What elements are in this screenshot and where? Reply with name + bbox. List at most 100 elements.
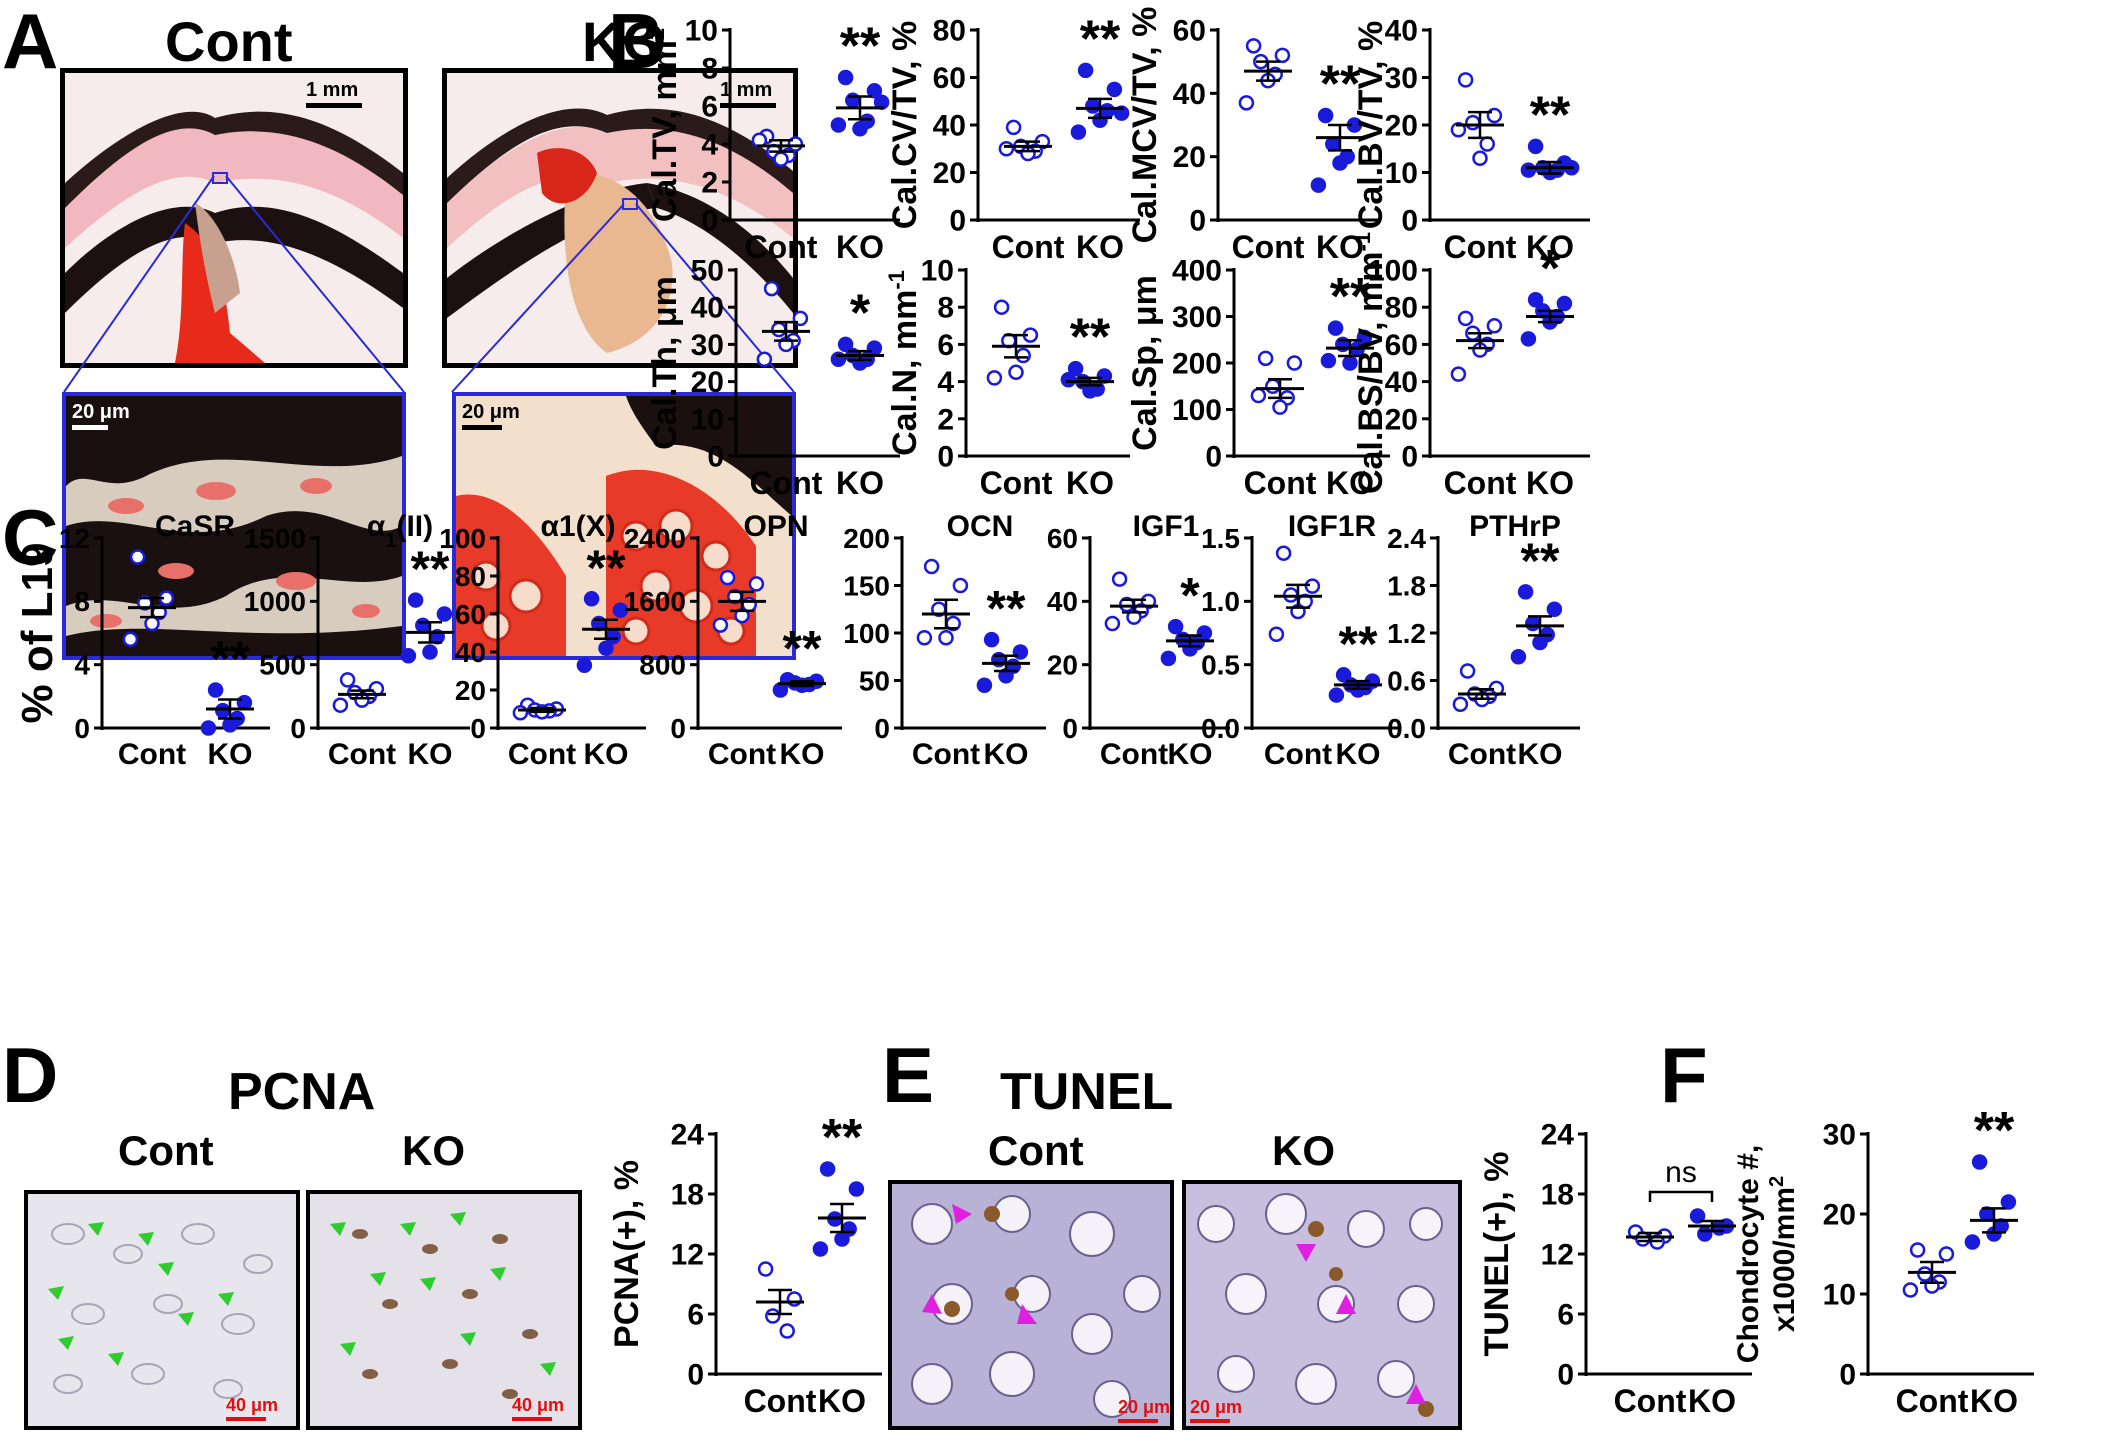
tunel-cont-scale-bar — [1118, 1419, 1158, 1423]
ko-data-point — [1527, 292, 1544, 308]
y-tick-label: 18 — [1541, 1179, 1574, 1212]
cont-data-point — [1486, 318, 1503, 334]
tunel-ko-illustration — [1186, 1184, 1458, 1426]
x-tick-label: KO — [208, 738, 253, 771]
y-tick-label: 1.0 — [1201, 586, 1240, 617]
y-axis-label: PCNA(+), % — [608, 1160, 646, 1348]
x-tick-label: KO — [1066, 465, 1114, 501]
x-tick-label: KO — [584, 738, 629, 771]
x-tick-label: Cont — [1448, 738, 1516, 771]
cont-data-point — [1459, 663, 1476, 679]
y-tick-label: 4 — [74, 649, 90, 680]
cont-zoom-illustration — [66, 396, 402, 656]
cont-data-point — [1465, 114, 1481, 131]
cont-data-point — [1104, 615, 1121, 632]
panel-label-e: E — [882, 1031, 935, 1119]
cont-data-point — [757, 1261, 774, 1277]
cont-overview-scalebar: 1 mm — [306, 80, 362, 108]
tunel-ko-scale-bar — [1190, 1419, 1230, 1423]
pcna-ko-scale-bar — [512, 1417, 552, 1421]
x-tick-label: KO — [1326, 465, 1374, 501]
y-axis-label: Cal.TV, mm2 — [644, 28, 685, 222]
ko-data-point — [400, 648, 417, 664]
ko-data-point — [1711, 1220, 1727, 1236]
cont-data-point — [779, 1323, 795, 1339]
cal-sp-chart: 0 100 200 300 400 Cont KO Cal.Sp, μm ** — [1126, 255, 1390, 501]
cont-data-point — [993, 299, 1010, 315]
panel-label-c: C — [2, 493, 59, 581]
significance-label: ** — [211, 631, 250, 687]
cont-data-point — [719, 569, 736, 586]
y-tick-label: 60 — [933, 62, 966, 95]
chart-title: α1(X) — [540, 510, 615, 543]
panel-e-ko-label: KO — [1272, 1127, 1335, 1174]
y-tick-label: 0.6 — [1387, 665, 1426, 696]
tunel-ko-scale-text: 20 μm — [1190, 1397, 1243, 1417]
y-tick-label: 1000 — [244, 586, 306, 617]
y-tick-label: 20 — [1047, 649, 1078, 680]
y-tick-label: 100 — [439, 523, 486, 554]
cont-zoom-scale-bar — [72, 425, 108, 430]
y-tick-label: 30 — [1385, 62, 1418, 95]
x-tick-label: KO — [818, 1383, 866, 1419]
y-tick-label: 60 — [1047, 523, 1078, 554]
ko-data-point — [1556, 295, 1573, 312]
significance-label: * — [1540, 240, 1561, 298]
ko-data-point — [1320, 352, 1337, 369]
ko-data-point — [1964, 1234, 1981, 1250]
ko-data-point — [848, 1181, 865, 1197]
cont-data-point — [1938, 1246, 1955, 1262]
ko-data-point — [1067, 360, 1084, 377]
ko-data-point — [812, 1241, 829, 1257]
y-tick-label: 100 — [1368, 255, 1418, 288]
y-tick-label: 80 — [455, 561, 486, 592]
panel-label-a: A — [2, 0, 59, 85]
chart-title: OCN — [947, 510, 1014, 543]
cont-data-point — [122, 631, 139, 648]
x-tick-label: Cont — [328, 738, 396, 771]
y-tick-label: 10 — [1385, 157, 1418, 190]
ko-data-point — [1106, 81, 1123, 98]
ko-data-point — [576, 657, 593, 674]
ko-data-point — [837, 69, 854, 86]
ko-data-point — [407, 592, 424, 608]
cont-data-point — [1902, 1282, 1919, 1298]
alpha1-x-chart: 0 20 40 60 80 100 Cont KO α1(X)** — [439, 510, 646, 771]
y-tick-label: 500 — [259, 649, 306, 680]
x-tick-label: Cont — [1264, 738, 1332, 771]
x-tick-label: KO — [780, 738, 825, 771]
y-tick-label: 18 — [671, 1179, 704, 1212]
ko-data-point — [852, 121, 868, 137]
cont-data-point — [1257, 350, 1274, 367]
y-tick-label: 0 — [290, 713, 306, 744]
y-tick-label: 100 — [843, 618, 890, 649]
cont-zoom-histology-image — [62, 392, 406, 660]
ko-data-point — [1327, 320, 1344, 336]
y-tick-label: 40 — [933, 110, 966, 143]
y-tick-label: 20 — [455, 675, 486, 706]
ko-zoom-scalebar: 20 μm — [462, 402, 520, 430]
x-tick-label: Cont — [1100, 738, 1168, 771]
ko-data-point — [837, 336, 854, 353]
pcna-cont-scale-bar — [226, 1417, 266, 1421]
pcna-ko-illustration — [310, 1194, 578, 1426]
x-tick-label: Cont — [1232, 229, 1305, 265]
x-tick-label: Cont — [750, 465, 823, 501]
y-tick-label: 0 — [1839, 1359, 1856, 1392]
y-tick-label: 400 — [1172, 255, 1222, 288]
cont-data-point — [129, 549, 146, 565]
y-axis-label: Cal.Th, μm — [646, 276, 684, 450]
y-tick-label: 0 — [874, 713, 890, 744]
cont-data-point — [986, 370, 1003, 386]
ko-data-point — [612, 602, 629, 618]
chart-title: PTHrP — [1469, 510, 1561, 543]
y-tick-label: 0 — [949, 205, 966, 238]
significance-label: ** — [1080, 10, 1121, 68]
cont-data-point — [1268, 626, 1285, 643]
ko-data-point — [1060, 371, 1077, 388]
green-arrow-icon — [330, 1212, 556, 1376]
ko-data-point — [598, 640, 614, 656]
y-axis-label: Cal.BS/BV, mm-1 — [1350, 232, 1391, 494]
y-tick-label: 12 — [59, 523, 90, 554]
